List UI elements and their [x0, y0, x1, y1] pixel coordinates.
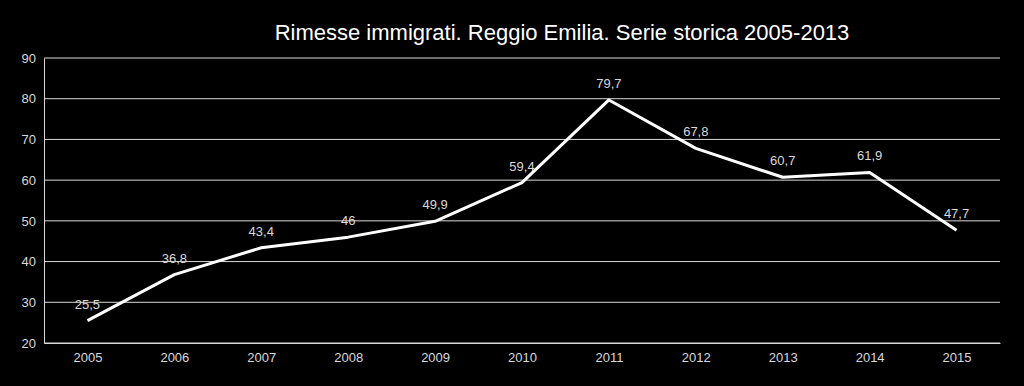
- y-tick: 50: [22, 214, 44, 229]
- y-tick-label: 60: [22, 173, 36, 188]
- data-label: 59,4: [509, 159, 534, 174]
- y-tick-label: 90: [22, 51, 36, 66]
- x-tick: 2013: [769, 343, 798, 365]
- series: [87, 100, 956, 321]
- x-tick: 2006: [160, 343, 189, 365]
- x-tick: 2014: [856, 343, 885, 365]
- x-tick-label: 2015: [943, 350, 972, 365]
- y-tick-label: 30: [22, 295, 36, 310]
- x-tick-label: 2011: [595, 350, 623, 365]
- data-label: 43,4: [249, 224, 274, 239]
- data-label: 36,8: [162, 251, 187, 266]
- data-label: 49,9: [422, 197, 447, 212]
- grid-line: [44, 343, 1000, 344]
- y-tick: 30: [22, 295, 44, 310]
- y-tick: 40: [22, 254, 44, 269]
- y-tick-label: 20: [22, 336, 36, 351]
- x-tick-label: 2007: [247, 350, 276, 365]
- y-tick-label: 80: [22, 91, 36, 106]
- grid-line: [44, 98, 1000, 99]
- grid-line: [44, 139, 1000, 140]
- data-label: 61,9: [857, 148, 882, 163]
- y-tick-label: 70: [22, 132, 36, 147]
- x-tick-label: 2006: [160, 350, 189, 365]
- plot: 20 30 40 50 60 70 80 90 2005 2006 2007 2008 2009 2010…: [22, 51, 1001, 366]
- y-axis-line: [44, 59, 45, 344]
- x-tick-label: 2008: [334, 350, 363, 365]
- y-tick-label: 50: [22, 214, 36, 229]
- grid-line: [44, 180, 1000, 181]
- x-tick: 2011: [595, 343, 623, 365]
- data-label: 25,5: [75, 297, 100, 312]
- grid-line: [44, 261, 1000, 262]
- y-tick: 20: [22, 336, 44, 351]
- x-tick-label: 2012: [682, 350, 711, 365]
- x-tick: 2009: [421, 343, 450, 365]
- x-tick-label: 2009: [421, 350, 450, 365]
- data-labels: 25,5 36,8 43,4 46 49,9 59,4 79,7 67,8 60,7 61,9 47…: [75, 76, 969, 312]
- x-tick: 2008: [334, 343, 363, 365]
- x-tick: 2005: [73, 343, 102, 365]
- data-label: 67,8: [683, 124, 708, 139]
- grid: [44, 58, 1000, 343]
- x-axis-line: [45, 343, 1001, 344]
- data-label: 46: [341, 213, 355, 228]
- grid-line: [44, 58, 1000, 59]
- grid-line: [44, 302, 1000, 303]
- y-tick-label: 40: [22, 254, 36, 269]
- y-tick: 60: [22, 173, 44, 188]
- x-tick-label: 2014: [856, 350, 885, 365]
- x-axis: 2005 2006 2007 2008 2009 2010 2011 2012 2013 2014…: [45, 343, 1001, 365]
- data-label: 60,7: [770, 153, 795, 168]
- title: Rimesse immigrati. Reggio Emilia. Serie …: [275, 20, 850, 45]
- y-tick: 90: [22, 51, 44, 66]
- x-tick-label: 2010: [508, 350, 537, 365]
- x-tick-label: 2005: [73, 350, 102, 365]
- data-label: 79,7: [596, 76, 621, 91]
- x-tick: 2012: [682, 343, 711, 365]
- data-line: [87, 100, 956, 321]
- y-tick: 70: [22, 132, 44, 147]
- grid-line: [44, 220, 1000, 221]
- chart: 20 30 40 50 60 70 80 90 2005 2006 2007 2008 2009 2010…: [0, 0, 1024, 386]
- x-tick: 2010: [508, 343, 537, 365]
- y-axis: 20 30 40 50 60 70 80 90: [22, 51, 45, 351]
- x-tick: 2007: [247, 343, 276, 365]
- x-tick: 2015: [943, 343, 972, 365]
- x-tick-label: 2013: [769, 350, 798, 365]
- data-label: 47,7: [944, 206, 969, 221]
- y-tick: 80: [22, 91, 44, 106]
